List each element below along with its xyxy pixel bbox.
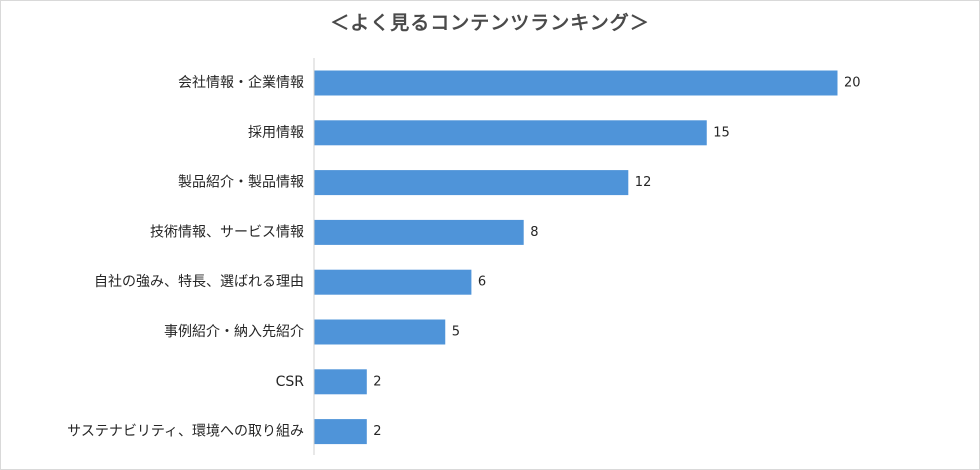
chart-title: ＜よく見るコンテンツランキング＞ — [330, 12, 650, 34]
data-label: 2 — [373, 374, 381, 389]
data-label: 6 — [478, 275, 486, 290]
bar — [314, 269, 472, 295]
data-label: 8 — [530, 225, 538, 240]
category-label: CSR — [276, 374, 305, 390]
bar — [314, 369, 367, 395]
category-label: 会社情報・企業情報 — [178, 74, 304, 91]
category-label: 事例紹介・納入先紹介 — [164, 324, 304, 340]
data-label: 12 — [635, 175, 652, 190]
category-label: 採用情報 — [248, 125, 304, 141]
bar — [314, 419, 367, 445]
bar — [314, 170, 629, 196]
data-label: 2 — [373, 424, 381, 439]
bar — [314, 319, 446, 345]
category-label: 技術情報、サービス情報 — [150, 224, 304, 240]
category-label: 自社の強み、特長、選ばれる理由 — [94, 274, 304, 290]
bar — [314, 120, 707, 146]
category-label: 製品紹介・製品情報 — [178, 175, 304, 191]
category-label: サステナビリティ、環境への取り組み — [67, 424, 304, 440]
data-label: 5 — [452, 325, 460, 340]
data-label: 20 — [844, 76, 861, 91]
data-label: 15 — [713, 125, 730, 140]
bar — [314, 219, 524, 245]
bar — [314, 70, 838, 96]
